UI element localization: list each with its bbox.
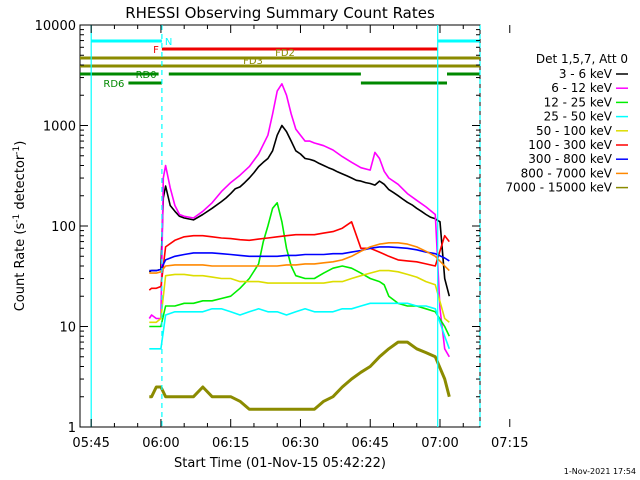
series-line-0 [148, 124, 451, 297]
flag-label-2: FD2 [275, 48, 295, 59]
y-tick-label-1: 10 [59, 321, 76, 336]
legend-label-0: 3 - 6 keV [559, 67, 613, 81]
flag-label-4: RD0 [136, 70, 157, 81]
x-tick-label-0: 05:45 [72, 436, 109, 451]
legend-label-5: 100 - 300 keV [528, 138, 612, 152]
series-line-6 [149, 246, 450, 272]
legend-label-3: 25 - 50 keV [544, 110, 613, 124]
legend-label-2: 12 - 25 keV [544, 95, 613, 109]
flag-label-3: FD3 [243, 56, 263, 67]
chart-title: RHESSI Observing Summary Count Rates [125, 4, 435, 22]
legend-label-4: 50 - 100 keV [536, 124, 613, 138]
y-axis-ticks: 1 10 100 1000 10000 [35, 19, 480, 436]
y-axis-label-main: Count Rate (s [13, 223, 28, 312]
y-tick-label-0: 1 [68, 421, 76, 436]
series-line-1 [148, 83, 450, 358]
vlines-layer [90, 25, 481, 427]
legend-label-7: 800 - 7000 keV [521, 166, 613, 180]
x-tick-label-3: 06:30 [282, 436, 319, 451]
x-axis-ticks: 05:45 06:00 06:15 06:30 06:45 07:00 07:15 [72, 25, 529, 451]
series-line-5 [148, 221, 450, 291]
y-axis-label-mid: detector [13, 154, 28, 214]
series-layer [148, 83, 451, 411]
series-line-2 [149, 202, 451, 337]
x-tick-label-6: 07:15 [491, 436, 528, 451]
y-tick-label-4: 10000 [35, 19, 76, 34]
series-line-3 [149, 302, 451, 350]
legend-title: Det 1,5,7, Att 0 [536, 52, 628, 66]
timestamp: 1-Nov-2021 17:54 [564, 467, 636, 476]
y-tick-label-3: 1000 [43, 120, 76, 135]
x-tick-label-4: 06:45 [351, 436, 388, 451]
x-axis-label: Start Time (01-Nov-15 05:42:22) [174, 456, 386, 471]
series-line-7 [149, 242, 450, 274]
plot-area: NF FD2 FD3 RD0 RD6 05:45 06:00 06:15 06:30 06:45… [35, 19, 529, 451]
series-line-4 [149, 269, 450, 324]
flag-label-1: F [153, 45, 159, 56]
series-line-8 [149, 340, 451, 411]
y-axis-label-end: ) [13, 141, 28, 146]
x-tick-label-2: 06:15 [212, 436, 249, 451]
y-axis-label: Count Rate (s-1 detector-1) [12, 141, 28, 312]
legend-label-8: 7000 - 15000 keV [505, 181, 612, 195]
flag-label-0: N [165, 37, 172, 48]
legend-label-6: 300 - 800 keV [528, 152, 612, 166]
y-axis-label-sup1: -1 [12, 214, 22, 223]
x-tick-label-5: 07:00 [421, 436, 458, 451]
y-tick-label-2: 100 [51, 220, 76, 235]
flag-label-5: RD6 [103, 79, 124, 90]
legend-label-1: 6 - 12 keV [551, 81, 613, 95]
x-tick-label-1: 06:00 [142, 436, 179, 451]
flags-layer: NF FD2 FD3 RD0 RD6 [80, 37, 480, 90]
y-axis-label-sup2: -1 [12, 146, 22, 155]
